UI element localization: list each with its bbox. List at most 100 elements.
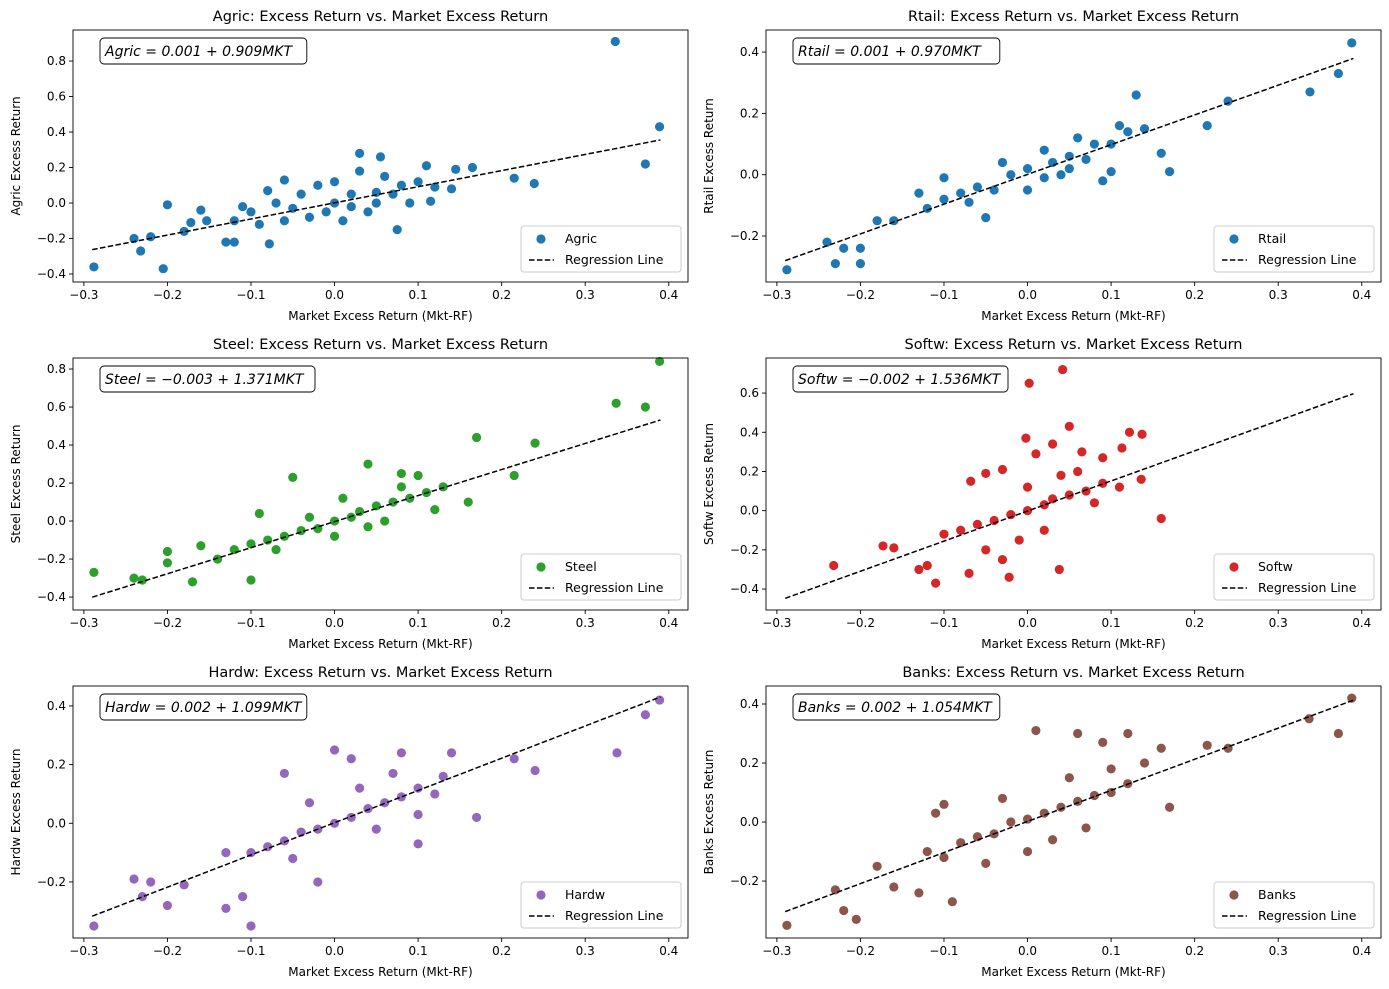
data-point bbox=[179, 880, 189, 890]
legend: Agric Regression Line bbox=[520, 225, 682, 273]
x-tick-label: 0.3 bbox=[1269, 288, 1288, 302]
y-axis-label: Hardw Excess Return bbox=[9, 749, 23, 876]
legend-label-series: Banks bbox=[1258, 887, 1296, 902]
y-tick-label: −0.2 bbox=[730, 229, 759, 243]
x-tick-label: 0.3 bbox=[1269, 944, 1288, 958]
data-point bbox=[997, 464, 1008, 475]
data-point bbox=[922, 560, 932, 571]
x-axis-label: Market Excess Return (Mkt-RF) bbox=[981, 637, 1165, 651]
data-point bbox=[413, 177, 423, 187]
data-point bbox=[981, 468, 991, 479]
regression-line bbox=[784, 392, 1354, 600]
x-tick-label: 0.4 bbox=[1352, 616, 1371, 630]
data-point bbox=[1054, 564, 1064, 575]
data-point bbox=[221, 903, 231, 913]
data-point bbox=[1347, 693, 1357, 703]
data-point bbox=[956, 188, 966, 198]
data-point bbox=[1039, 525, 1049, 535]
data-point bbox=[839, 905, 849, 916]
data-point bbox=[964, 197, 974, 207]
y-tick-label: 0.4 bbox=[740, 697, 759, 711]
data-point bbox=[221, 237, 231, 247]
x-tick-label: 0.1 bbox=[1102, 616, 1121, 630]
data-point bbox=[1333, 68, 1343, 79]
data-point bbox=[829, 560, 839, 571]
data-point bbox=[981, 213, 991, 223]
y-tick-label: 0.2 bbox=[47, 476, 66, 490]
y-axis-label: Softw Excess Return bbox=[702, 423, 716, 545]
data-point bbox=[914, 888, 924, 898]
data-point bbox=[830, 885, 840, 895]
data-point bbox=[1048, 835, 1058, 845]
legend-label-series: Rtail bbox=[1258, 231, 1286, 246]
legend-marker bbox=[1229, 890, 1239, 900]
data-point bbox=[612, 748, 622, 758]
regression-line bbox=[91, 419, 661, 598]
chart-title: Agric: Excess Return vs. Market Excess R… bbox=[213, 9, 548, 25]
legend: Softw Regression Line bbox=[1213, 553, 1375, 601]
x-tick-label: 0.3 bbox=[576, 288, 595, 302]
data-point bbox=[889, 882, 899, 892]
y-tick-label: 0.0 bbox=[740, 815, 759, 829]
data-point bbox=[413, 839, 423, 849]
data-point bbox=[1123, 127, 1133, 137]
data-point bbox=[346, 189, 356, 199]
equation-text: Rtail = 0.001 + 0.970MKT bbox=[798, 44, 982, 60]
x-tick-label: 0.2 bbox=[492, 944, 511, 958]
y-tick-label: −0.2 bbox=[37, 552, 66, 566]
x-tick-label: −0.3 bbox=[69, 288, 98, 302]
data-point bbox=[939, 173, 949, 183]
data-point bbox=[238, 892, 248, 902]
data-point bbox=[136, 246, 146, 256]
regression-line bbox=[784, 699, 1354, 913]
y-tick-label: 0.2 bbox=[740, 464, 759, 478]
data-point bbox=[229, 237, 239, 247]
data-point bbox=[1164, 802, 1175, 812]
data-point bbox=[363, 804, 373, 814]
y-tick-label: 0.2 bbox=[740, 106, 759, 120]
y-tick-label: 0.0 bbox=[740, 504, 759, 518]
data-point bbox=[313, 877, 323, 887]
data-point bbox=[89, 262, 99, 272]
y-tick-label: −0.4 bbox=[37, 590, 66, 604]
y-tick-label: 0.4 bbox=[47, 699, 66, 713]
y-tick-label: −0.2 bbox=[730, 543, 759, 557]
data-point bbox=[1333, 728, 1343, 739]
data-point bbox=[430, 505, 440, 515]
equation-box bbox=[792, 365, 1009, 393]
x-axis-label: Market Excess Return (Mkt-RF) bbox=[288, 965, 472, 979]
y-tick-label: 0.2 bbox=[47, 161, 66, 175]
legend-label-regression: Regression Line bbox=[1258, 908, 1357, 923]
data-point bbox=[1056, 802, 1066, 812]
legend-box bbox=[520, 881, 682, 929]
x-tick-label: 0.1 bbox=[1102, 288, 1121, 302]
data-point bbox=[1156, 148, 1166, 158]
data-point bbox=[1039, 500, 1049, 510]
data-point bbox=[264, 239, 274, 249]
data-point bbox=[246, 575, 256, 585]
data-point bbox=[981, 545, 991, 555]
data-point bbox=[1073, 133, 1083, 143]
data-point bbox=[89, 567, 99, 577]
data-point bbox=[338, 493, 348, 503]
data-point bbox=[392, 225, 402, 235]
x-tick-label: 0.3 bbox=[1269, 616, 1288, 630]
data-point bbox=[1064, 773, 1074, 783]
legend-label-regression: Regression Line bbox=[565, 908, 664, 923]
data-point bbox=[467, 162, 478, 173]
y-tick-label: −0.2 bbox=[37, 875, 66, 889]
data-point bbox=[1022, 482, 1033, 492]
data-point bbox=[1124, 427, 1135, 437]
data-point bbox=[1021, 433, 1031, 443]
data-point bbox=[371, 198, 381, 208]
data-point bbox=[654, 695, 665, 705]
legend-marker bbox=[536, 234, 546, 244]
data-point bbox=[1039, 808, 1049, 818]
data-point bbox=[997, 555, 1008, 565]
data-point bbox=[1081, 486, 1091, 496]
subplot-hardw: Hardw: Excess Return vs. Market Excess R… bbox=[9, 665, 689, 979]
subplot-agric: Agric: Excess Return vs. Market Excess R… bbox=[9, 9, 689, 323]
data-point bbox=[355, 166, 365, 176]
data-point bbox=[279, 216, 290, 226]
data-point bbox=[931, 808, 941, 818]
